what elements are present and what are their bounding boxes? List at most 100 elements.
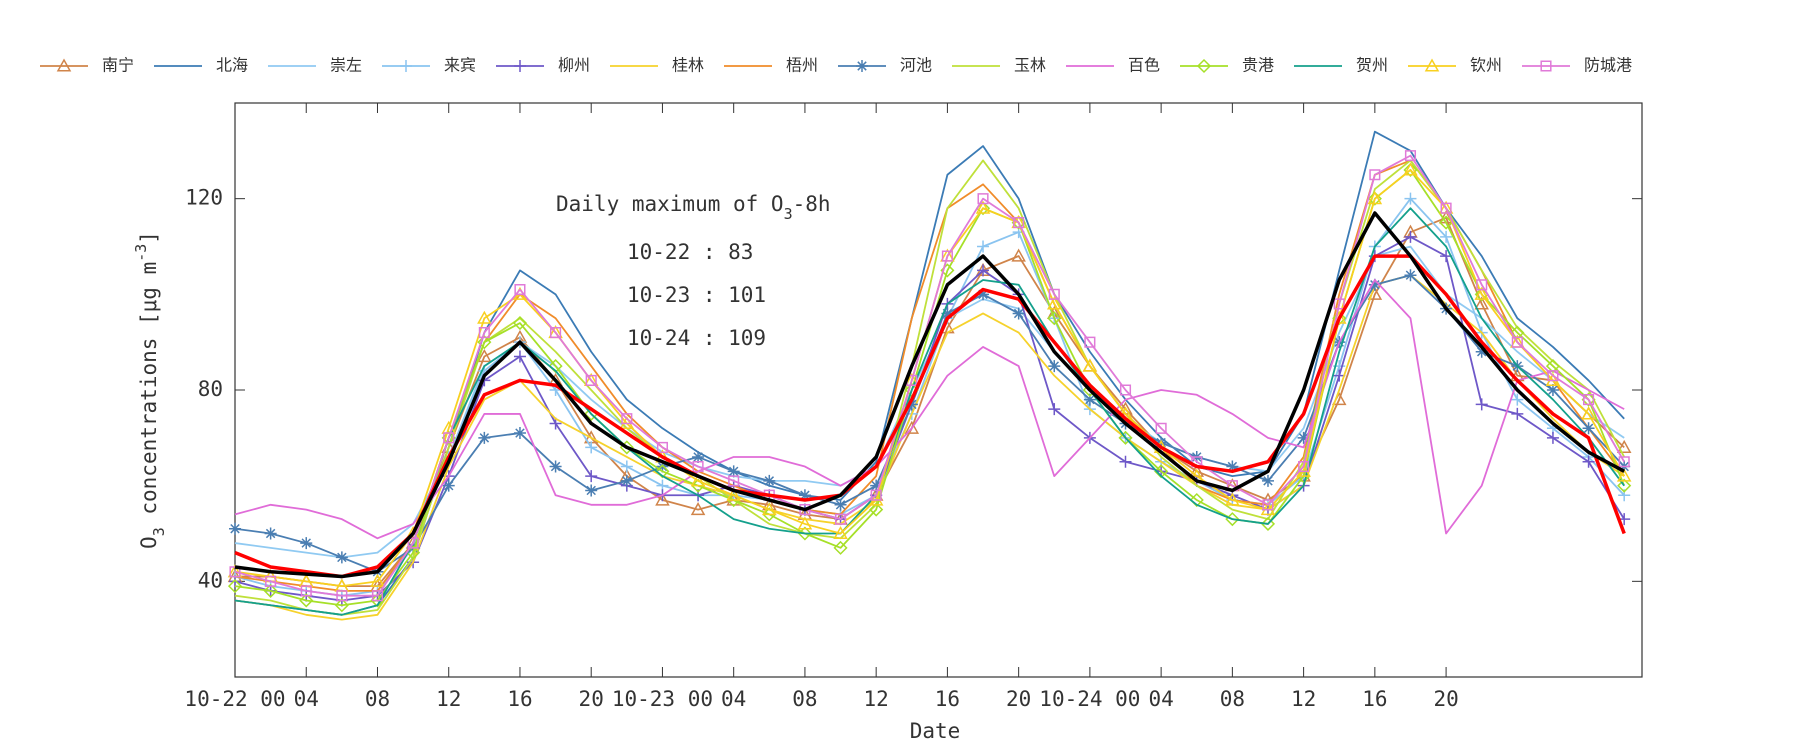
series-marker (1547, 370, 1559, 382)
series-marker (1616, 468, 1632, 482)
x-tick-label: 16 (935, 687, 960, 711)
series-marker (797, 516, 813, 530)
series-marker (1546, 384, 1559, 396)
series-marker (512, 315, 528, 331)
series-marker (1189, 492, 1204, 508)
series-marker (478, 431, 491, 444)
series-marker (371, 590, 384, 602)
series-marker (1082, 358, 1098, 372)
series-marker (1582, 455, 1595, 468)
series-marker (1083, 393, 1096, 406)
series-marker (477, 310, 492, 324)
series-marker (300, 585, 312, 597)
series-marker (656, 441, 668, 453)
legend-label: 北海 (216, 56, 248, 75)
series-marker (977, 288, 990, 301)
series-marker (370, 573, 385, 587)
series-marker (1226, 460, 1239, 473)
series-marker (1046, 296, 1062, 310)
series-marker (1511, 336, 1523, 348)
x-tick-label: 04 (721, 687, 746, 711)
series-marker (833, 525, 848, 540)
legend-label: 柳州 (558, 56, 590, 75)
series-marker (1440, 230, 1453, 243)
series-marker (977, 264, 990, 277)
series-marker (977, 193, 989, 205)
y-tick-label: 80 (198, 377, 223, 401)
series-marker (621, 413, 633, 425)
series-marker (691, 478, 706, 493)
series-marker (1475, 345, 1488, 358)
series-marker (1084, 336, 1096, 348)
series-marker (1225, 492, 1240, 506)
series-marker (1403, 162, 1418, 178)
annotation-part: -8h (793, 192, 831, 216)
series-marker (336, 590, 348, 602)
legend-label: 梧州 (786, 56, 818, 75)
series-marker (620, 474, 633, 487)
series-marker (477, 335, 492, 350)
legend-label: 桂林 (672, 56, 704, 75)
series-marker (834, 513, 847, 525)
series-line (234, 279, 1625, 540)
series-marker (443, 432, 455, 444)
series-marker (655, 464, 670, 479)
y-label-part: concentrations [μg m (137, 262, 161, 528)
series-marker (1404, 269, 1417, 282)
series-marker (1511, 407, 1524, 420)
series-marker (300, 537, 313, 550)
series-marker (514, 284, 526, 296)
series-marker (1475, 398, 1488, 411)
x-tick-label: 16 (1362, 687, 1387, 711)
series-marker (550, 327, 562, 339)
series-marker (1298, 460, 1310, 473)
x-tick-label: 10-23 00 (612, 687, 713, 711)
legend-label: 河池 (900, 56, 932, 75)
y-label-part: O (137, 536, 161, 549)
series-marker (1261, 474, 1274, 487)
series-marker (1367, 191, 1383, 205)
legend-marker (400, 60, 412, 72)
x-tick-label: 08 (1220, 687, 1245, 711)
series-marker (1474, 286, 1489, 300)
series-marker (833, 540, 848, 555)
y-label-part: 3 (150, 527, 168, 536)
legend-marker (1196, 58, 1212, 74)
series-marker (264, 527, 277, 540)
legend-label: 来宾 (444, 56, 476, 75)
series-marker (1262, 499, 1274, 511)
legend-marker (1424, 58, 1440, 72)
annotation-title: Daily maximum of O3-8h (556, 192, 831, 223)
series-marker (1617, 478, 1632, 493)
series-marker (478, 327, 490, 339)
legend-label: 百色 (1128, 56, 1160, 75)
series-marker (1048, 288, 1060, 300)
series-marker (797, 526, 812, 541)
series-marker (690, 473, 706, 487)
series-marker (513, 350, 526, 363)
legend-label: 防城港 (1584, 56, 1632, 75)
series-marker (585, 470, 598, 483)
series-marker (263, 583, 278, 598)
x-tick-label: 10-22 00 (184, 687, 285, 711)
annotation-line: 10-24 : 109 (627, 326, 766, 350)
series-marker (1474, 296, 1489, 310)
series-marker (975, 200, 991, 214)
series-marker (1013, 217, 1025, 229)
annotation-line: 10-22 : 83 (627, 240, 753, 264)
series-marker (1546, 431, 1559, 444)
series-marker (441, 430, 456, 445)
series-marker (870, 479, 883, 492)
y-axis-label: O3 concentrations [μg m-3] (132, 231, 168, 549)
series-marker (692, 450, 705, 463)
series-marker (1119, 384, 1132, 396)
legend-label: 崇左 (330, 56, 362, 75)
series-marker (1012, 307, 1025, 320)
series-marker (762, 507, 777, 522)
y-label-part: ] (137, 231, 161, 244)
series-marker (1260, 516, 1276, 531)
legend-label: 南宁 (102, 56, 134, 75)
series-marker (941, 250, 953, 262)
x-tick-label: 20 (1433, 687, 1458, 711)
